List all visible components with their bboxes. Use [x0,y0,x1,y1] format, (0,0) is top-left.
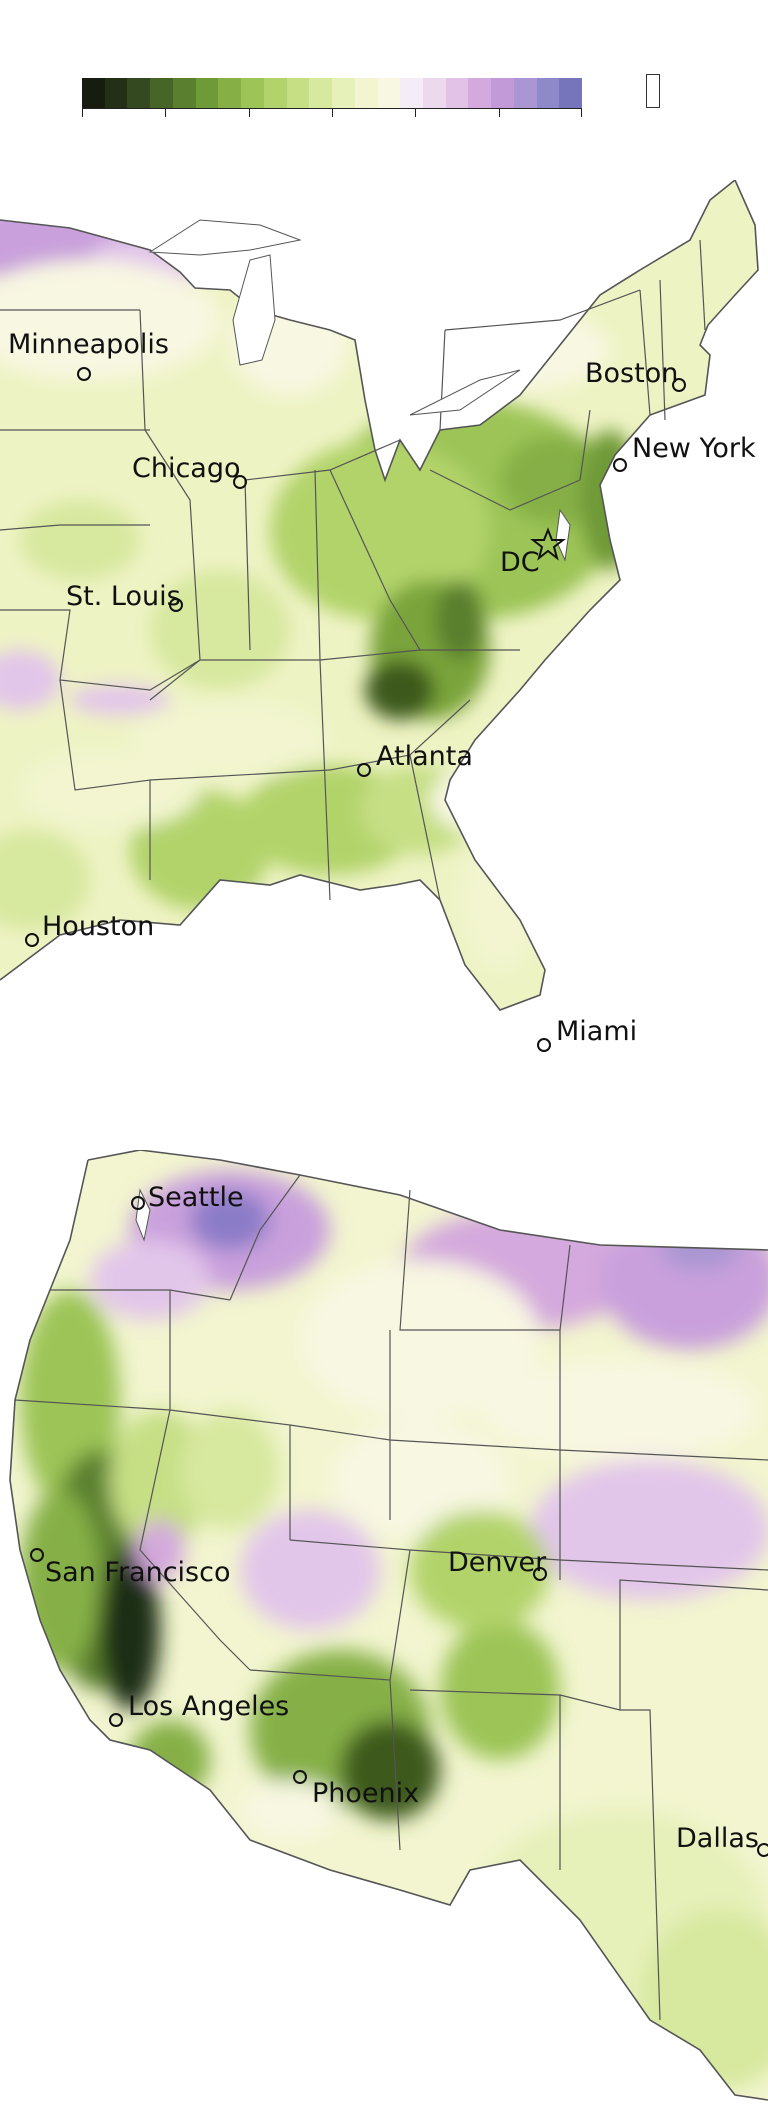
legend-swatch-17 [468,78,492,108]
city-label-chicago: Chicago [132,453,241,484]
city-marker-denver [533,1567,547,1581]
legend-swatch-4 [172,78,196,108]
west-city-markers [30,1196,768,1857]
legend-tick-2 [248,109,250,117]
chesapeake-bay [555,508,571,562]
city-marker-seattle [131,1196,145,1210]
city-label-miami: Miami [556,1016,637,1047]
legend-swatch-2 [127,78,151,108]
legend-swatch-3 [150,78,173,108]
west-state-borders [9,1150,768,2101]
legend-swatch-13 [377,78,401,108]
city-marker-dc-star-icon [530,527,566,561]
city-marker-los-angeles [109,1713,123,1727]
lake-michigan [232,254,276,366]
city-marker-houston [25,933,39,947]
west-city-labels: Seattle San Francisco Denver Los Angeles… [45,1182,759,1854]
legend-swatch-16 [445,78,469,108]
legend-tick-4 [415,109,417,117]
legend-swatch-1 [104,78,128,108]
city-marker-san-francisco [30,1548,44,1562]
city-label-minneapolis: Minneapolis [8,329,169,360]
legend-swatch-5 [195,78,219,108]
legend-swatch-19 [513,78,537,108]
city-label-los-angeles: Los Angeles [128,1691,289,1722]
legend-swatch-11 [332,78,355,108]
city-label-san-francisco: San Francisco [45,1557,230,1588]
legend-swatch-10 [309,78,333,108]
city-marker-new-york [613,458,627,472]
east-city-markers [25,367,686,1052]
legend-swatch-7 [241,78,264,108]
legend-tick-6 [581,109,582,117]
city-marker-boston [672,378,686,392]
east-state-borders [0,180,759,1011]
city-label-new-york: New York [632,433,756,464]
city-marker-minneapolis [77,367,91,381]
puget-sound [135,1188,151,1242]
city-marker-chicago [233,475,247,489]
legend-tick-3 [332,109,333,117]
legend-swatch-box-icon [646,74,660,108]
east-us-map: Minneapolis Boston Chicago New York St. … [0,180,759,1052]
city-label-phoenix: Phoenix [312,1778,419,1809]
legend-tick-1 [165,109,167,117]
city-label-houston: Houston [42,911,154,942]
city-marker-miami [537,1038,551,1052]
city-marker-atlanta [357,763,371,777]
city-label-boston: Boston [585,358,678,389]
legend-swatch-6 [218,78,242,108]
legend-tick-0 [82,109,83,117]
legend-swatch-8 [263,78,287,108]
legend-swatch-14 [400,78,424,108]
city-marker-phoenix [293,1770,307,1784]
legend-swatch-9 [286,78,310,108]
city-label-dc: DC [500,547,540,578]
legend-swatch-0 [82,78,105,108]
legend-swatch-21 [559,78,583,108]
city-label-seattle: Seattle [148,1182,244,1213]
city-marker-st-louis [169,598,183,612]
east-city-labels: Minneapolis Boston Chicago New York St. … [8,329,756,1047]
legend-swatch-18 [491,78,514,108]
city-label-dallas: Dallas [676,1823,759,1854]
city-label-atlanta: Atlanta [376,741,473,772]
legend-tick-5 [498,109,500,117]
lake-erie [409,369,521,416]
city-label-denver: Denver [448,1547,547,1578]
legend-swatch-12 [354,78,378,108]
city-marker-dallas [757,1843,768,1857]
city-label-st-louis: St. Louis [66,581,181,612]
legend-axis [82,108,582,119]
lake-superior [148,219,302,256]
legend-color-bar [82,78,583,108]
west-us-map: Seattle San Francisco Denver Los Angeles… [9,1150,768,2101]
legend-swatch-15 [423,78,446,108]
legend-swatch-20 [536,78,560,108]
